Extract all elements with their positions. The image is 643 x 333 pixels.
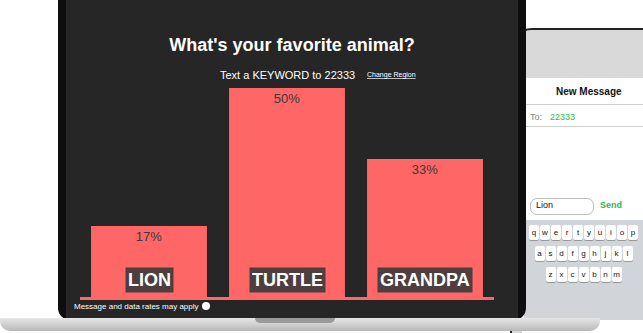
html-text:New Message: New Message xyxy=(556,86,622,97)
svg-text:50%: 50% xyxy=(274,91,300,106)
html-text:m: m xyxy=(613,270,620,279)
html-text:i: i xyxy=(610,228,612,237)
svg-text:LION: LION xyxy=(128,270,171,290)
html-text:l: l xyxy=(626,249,629,258)
html-text:s: s xyxy=(548,249,553,258)
html-text:v: v xyxy=(581,270,586,279)
html-text:z: z xyxy=(548,270,553,279)
svg-text:What's your favorite animal?: What's your favorite animal? xyxy=(169,35,414,55)
svg-text:33%: 33% xyxy=(412,162,438,177)
html-text:Message and data rates may app: Message and data rates may apply xyxy=(74,302,199,311)
html-text:y: y xyxy=(587,228,591,237)
html-text:p: p xyxy=(630,228,636,237)
html-text:To:: To: xyxy=(530,112,542,122)
svg-text:17%: 17% xyxy=(136,229,162,244)
html-text:x: x xyxy=(559,270,564,279)
html-text:t: t xyxy=(576,228,580,237)
html-text:r: r xyxy=(565,228,569,237)
html-text:22333: 22333 xyxy=(550,112,575,122)
html-text:g: g xyxy=(581,249,586,258)
svg-text:Change Region: Change Region xyxy=(367,71,416,79)
html-text:j: j xyxy=(604,249,607,258)
html-text:o: o xyxy=(619,228,625,237)
html-text:h: h xyxy=(592,249,597,258)
html-text:f: f xyxy=(571,249,574,258)
html-text:n: n xyxy=(603,270,608,279)
html-text:k: k xyxy=(614,249,619,258)
html-text:a: a xyxy=(537,249,542,258)
html-text:Send: Send xyxy=(600,200,622,210)
html-text:b: b xyxy=(592,270,597,279)
svg-text:TURTLE: TURTLE xyxy=(252,270,323,290)
html-text:Lion: Lion xyxy=(536,200,553,210)
svg-text:GRANDPA: GRANDPA xyxy=(380,270,470,290)
html-text:d: d xyxy=(559,249,564,258)
html-text:w: w xyxy=(542,228,548,237)
html-text:c: c xyxy=(570,270,575,279)
html-text:u: u xyxy=(597,228,603,237)
html-text:e: e xyxy=(553,228,559,237)
html-text:q: q xyxy=(531,228,537,237)
svg-text:Text a KEYWORD to 22333: Text a KEYWORD to 22333 xyxy=(220,69,355,81)
